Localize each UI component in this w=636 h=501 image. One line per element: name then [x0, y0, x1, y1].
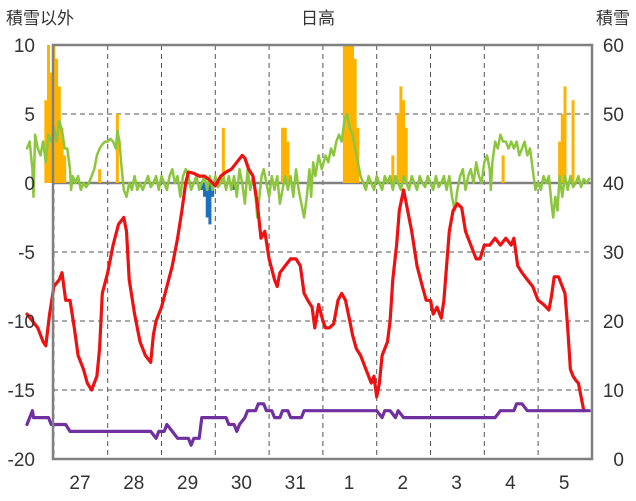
x-tick-label: 29 — [177, 473, 198, 494]
snowfall-bar — [348, 45, 352, 183]
snowfall-bar — [44, 100, 48, 183]
precipitation-bar — [232, 183, 236, 190]
snowfall-bar — [342, 45, 346, 183]
snowfall-bar — [55, 58, 59, 183]
x-tick-label: 1 — [344, 473, 355, 494]
left-tick-label: -15 — [8, 381, 35, 402]
snowfall-bar — [558, 141, 562, 183]
x-tick-label: 3 — [451, 473, 462, 494]
snowfall-bar — [63, 155, 67, 183]
snowfall-bar — [353, 58, 357, 183]
right-axis-ticks: 60 50 40 30 20 10 0 — [603, 36, 624, 471]
left-axis-label: 積雪以外 — [6, 9, 74, 29]
x-tick-label: 2 — [398, 473, 409, 494]
snow_depth-line — [25, 402, 591, 447]
x-tick-label: 28 — [123, 473, 144, 494]
snowfall-bar — [402, 100, 406, 183]
snowfall-bar — [98, 169, 102, 183]
left-axis-ticks: 10 5 0 -5 -10 -15 -20 — [8, 36, 35, 471]
left-tick-label: 5 — [24, 105, 35, 126]
x-tick-label: 4 — [505, 473, 516, 494]
gridlines — [53, 45, 592, 459]
snowfall-bar — [571, 100, 575, 183]
precipitation-bar — [203, 183, 207, 197]
chart-title: 日高 — [301, 9, 335, 29]
left-tick-label: 0 — [24, 174, 35, 195]
right-tick-label: 60 — [603, 36, 624, 57]
snowfall-bar — [49, 72, 53, 183]
x-tick-label: 27 — [69, 473, 90, 494]
left-tick-label: -10 — [8, 312, 35, 333]
snowfall-bar — [57, 86, 61, 183]
snowfall-bar — [286, 141, 290, 183]
precipitation-bar — [208, 183, 212, 225]
right-tick-label: 0 — [613, 450, 624, 471]
x-axis-ticks: 27 28 29 30 31 1 2 3 4 5 — [69, 473, 569, 494]
plot-frame — [51, 43, 594, 461]
snowfall-bar — [391, 155, 395, 183]
wind-line — [25, 112, 591, 219]
left-tick-label: 10 — [14, 36, 35, 57]
left-tick-label: -5 — [18, 243, 35, 264]
x-tick-label: 5 — [559, 473, 570, 494]
snowfall-bar — [396, 114, 400, 183]
snowfall-bar — [47, 45, 51, 183]
precipitation-bar — [200, 183, 204, 190]
snowfall-bar — [399, 86, 403, 183]
x-tick-label: 30 — [231, 473, 252, 494]
temperature-line — [25, 153, 586, 413]
snowfall-bar — [356, 127, 360, 183]
x-tick-label: 31 — [285, 473, 306, 494]
right-tick-label: 30 — [603, 243, 624, 264]
snowfall-bar — [283, 127, 287, 183]
snowfall-bar — [563, 86, 567, 183]
precipitation-bar — [205, 183, 209, 218]
snowfall-bar — [501, 155, 505, 183]
left-tick-label: -20 — [8, 450, 35, 471]
right-tick-label: 20 — [603, 312, 624, 333]
snowfall-bar — [115, 114, 119, 183]
right-axis-label: 積雪 — [596, 9, 630, 29]
snowfall-bar — [350, 45, 354, 183]
series-lines — [25, 112, 591, 447]
snowfall-bar — [60, 127, 64, 183]
snowfall-bar — [221, 127, 225, 183]
snowfall-bar — [281, 127, 285, 183]
right-tick-label: 10 — [603, 381, 624, 402]
right-tick-label: 40 — [603, 174, 624, 195]
snowfall-bar — [560, 114, 564, 183]
snowfall-bar — [404, 127, 408, 183]
right-tick-label: 50 — [603, 105, 624, 126]
